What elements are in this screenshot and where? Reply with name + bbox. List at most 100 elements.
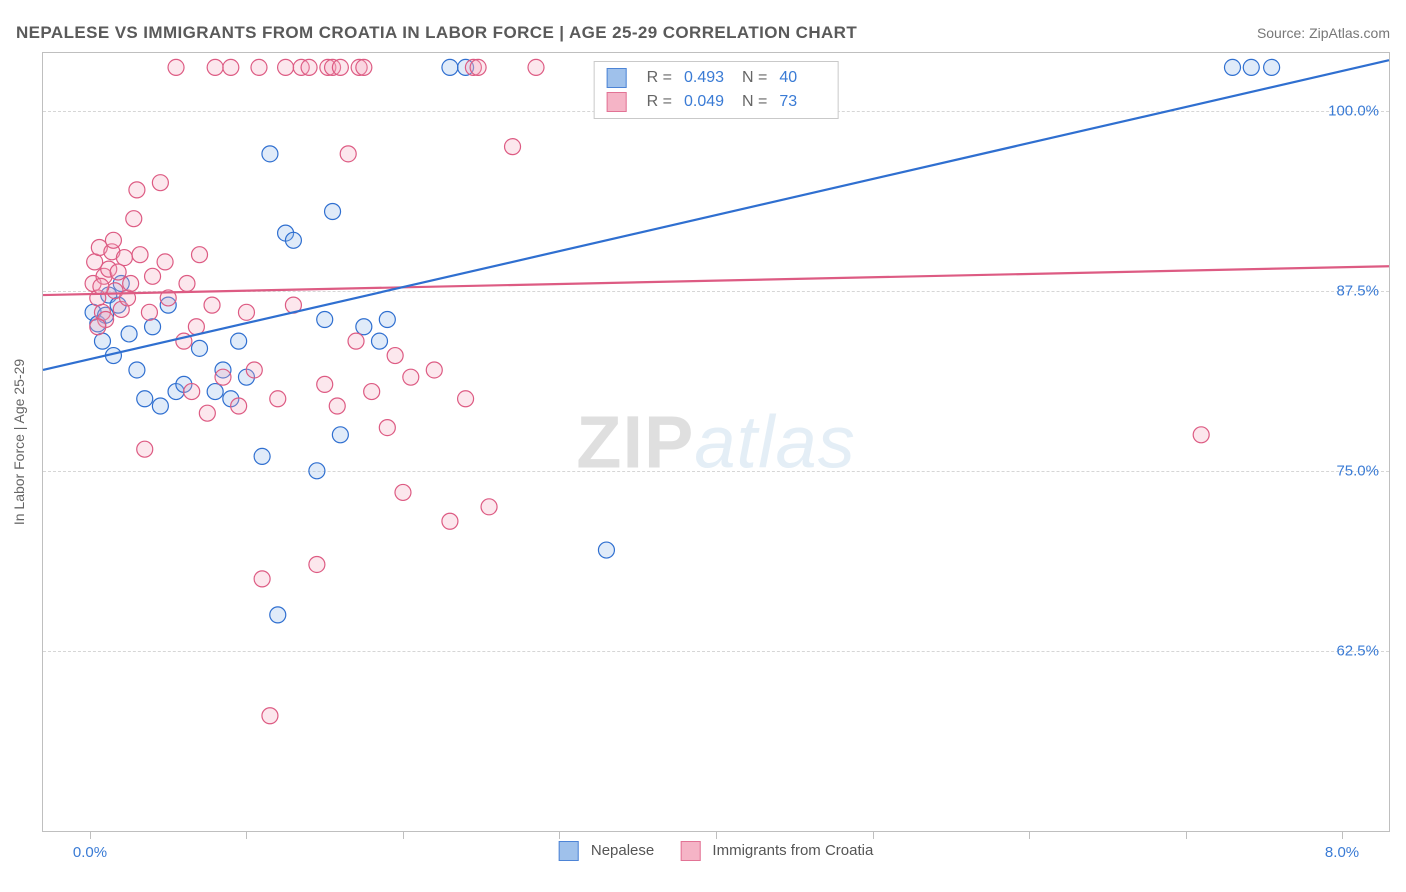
data-point	[192, 247, 208, 263]
data-point	[129, 182, 145, 198]
x-tick-label: 8.0%	[1325, 844, 1359, 861]
data-point	[254, 448, 270, 464]
swatch-series1	[607, 68, 627, 88]
data-point	[207, 59, 223, 75]
data-point	[141, 304, 157, 320]
legend-item-2: Immigrants from Croatia	[680, 841, 873, 861]
r-value-1: 0.493	[684, 69, 730, 87]
data-point	[121, 326, 137, 342]
data-point	[278, 59, 294, 75]
x-tick	[246, 831, 247, 839]
data-point	[356, 59, 372, 75]
data-point	[123, 276, 139, 292]
x-tick	[90, 831, 91, 839]
data-point	[204, 297, 220, 313]
data-point	[332, 59, 348, 75]
data-point	[426, 362, 442, 378]
data-point	[246, 362, 262, 378]
data-point	[379, 312, 395, 328]
data-point	[129, 362, 145, 378]
data-point	[215, 369, 231, 385]
data-point	[1264, 59, 1280, 75]
stats-row-1: R = 0.493 N = 40	[607, 66, 826, 90]
data-point	[184, 384, 200, 400]
y-tick-label: 62.5%	[1336, 642, 1379, 659]
x-tick	[873, 831, 874, 839]
data-point	[262, 146, 278, 162]
swatch-series2	[607, 92, 627, 112]
scatter-chart	[43, 53, 1389, 831]
x-tick-label: 0.0%	[73, 844, 107, 861]
x-tick	[1186, 831, 1187, 839]
data-point	[332, 427, 348, 443]
n-label: N =	[742, 93, 767, 111]
data-point	[1224, 59, 1240, 75]
data-point	[458, 391, 474, 407]
swatch-series1-bottom	[559, 841, 579, 861]
data-point	[93, 278, 109, 294]
data-point	[270, 607, 286, 623]
data-point	[301, 59, 317, 75]
data-point	[481, 499, 497, 515]
data-point	[528, 59, 544, 75]
data-point	[168, 59, 184, 75]
n-value-1: 40	[779, 69, 825, 87]
legend-label-1: Nepalese	[591, 842, 654, 859]
data-point	[90, 319, 106, 335]
data-point	[262, 708, 278, 724]
y-tick-label: 87.5%	[1336, 282, 1379, 299]
y-axis-label: In Labor Force | Age 25-29	[11, 359, 27, 525]
y-tick-label: 75.0%	[1336, 462, 1379, 479]
data-point	[395, 484, 411, 500]
data-point	[1243, 59, 1259, 75]
x-tick	[559, 831, 560, 839]
data-point	[329, 398, 345, 414]
data-point	[317, 312, 333, 328]
data-point	[126, 211, 142, 227]
data-point	[137, 391, 153, 407]
n-value-2: 73	[779, 93, 825, 111]
data-point	[340, 146, 356, 162]
data-point	[317, 376, 333, 392]
data-point	[145, 319, 161, 335]
data-point	[379, 420, 395, 436]
data-point	[238, 304, 254, 320]
legend-bottom: Nepalese Immigrants from Croatia	[559, 841, 874, 861]
data-point	[254, 571, 270, 587]
data-point	[387, 348, 403, 364]
data-point	[199, 405, 215, 421]
data-point	[372, 333, 388, 349]
source-label: Source: ZipAtlas.com	[1257, 25, 1390, 41]
data-point	[356, 319, 372, 335]
stats-legend-box: R = 0.493 N = 40 R = 0.049 N = 73	[594, 61, 839, 119]
data-point	[207, 384, 223, 400]
data-point	[325, 203, 341, 219]
data-point	[442, 59, 458, 75]
data-point	[192, 340, 208, 356]
data-point	[157, 254, 173, 270]
x-tick	[403, 831, 404, 839]
data-point	[442, 513, 458, 529]
data-point	[94, 333, 110, 349]
data-point	[309, 556, 325, 572]
data-point	[364, 384, 380, 400]
chart-container: In Labor Force | Age 25-29 ZIPatlas R = …	[42, 52, 1390, 832]
legend-label-2: Immigrants from Croatia	[712, 842, 873, 859]
n-label: N =	[742, 69, 767, 87]
regression-line	[43, 266, 1389, 295]
data-point	[348, 333, 364, 349]
data-point	[137, 441, 153, 457]
data-point	[505, 139, 521, 155]
stats-row-2: R = 0.049 N = 73	[607, 90, 826, 114]
data-point	[110, 264, 126, 280]
data-point	[105, 232, 121, 248]
legend-item-1: Nepalese	[559, 841, 655, 861]
data-point	[251, 59, 267, 75]
x-tick	[1342, 831, 1343, 839]
data-point	[285, 232, 301, 248]
data-point	[231, 398, 247, 414]
data-point	[223, 59, 239, 75]
r-value-2: 0.049	[684, 93, 730, 111]
data-point	[152, 175, 168, 191]
data-point	[87, 254, 103, 270]
